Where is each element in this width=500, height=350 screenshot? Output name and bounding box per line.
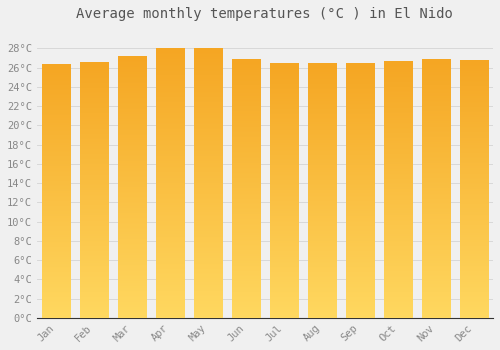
Bar — [346, 64, 374, 318]
Bar — [156, 48, 184, 318]
Bar — [308, 64, 336, 318]
Bar — [80, 63, 108, 318]
Bar — [232, 60, 260, 318]
Bar — [270, 64, 298, 318]
Bar — [194, 48, 222, 318]
Title: Average monthly temperatures (°C ) in El Nido: Average monthly temperatures (°C ) in El… — [76, 7, 454, 21]
Bar — [460, 61, 488, 318]
Bar — [384, 62, 412, 318]
Bar — [42, 65, 70, 318]
Bar — [422, 60, 450, 318]
Bar — [118, 56, 146, 318]
